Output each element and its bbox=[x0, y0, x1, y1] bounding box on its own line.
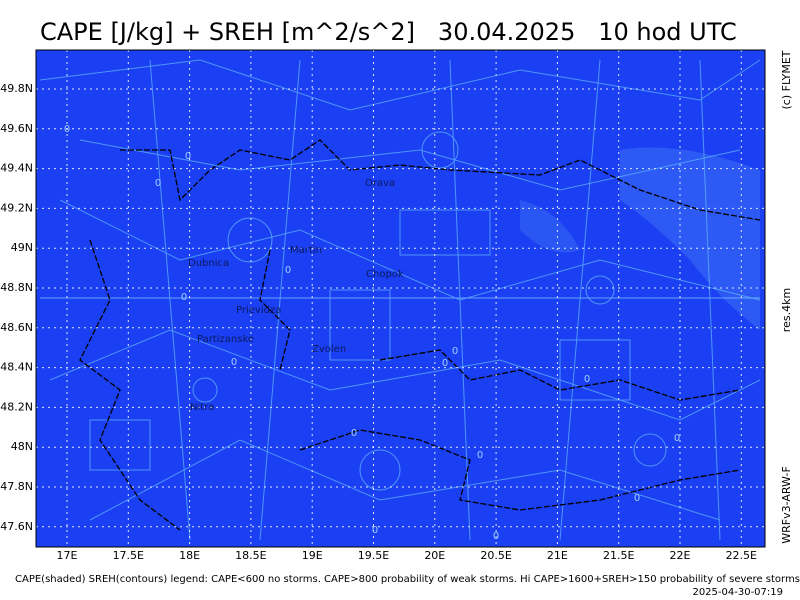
lon-label: 22.5E bbox=[726, 549, 757, 562]
contour-label: 0 bbox=[231, 357, 237, 368]
contour-label: 0 bbox=[674, 433, 680, 444]
city-label: Orava bbox=[365, 178, 395, 189]
contour-label: 0 bbox=[442, 358, 448, 369]
map: Orava Martin Dubnica Chopok Prievidza Partiza… bbox=[35, 49, 766, 548]
city-label: Nitra bbox=[190, 402, 214, 413]
lon-label: 17.5E bbox=[113, 549, 144, 562]
contour-label: 0 bbox=[285, 265, 291, 276]
contour-label: 0 bbox=[634, 493, 640, 504]
lat-label: 49N bbox=[11, 241, 33, 254]
map-labels: Orava Martin Dubnica Chopok Prievidza Partiza… bbox=[64, 124, 680, 542]
contour-label: 0 bbox=[493, 531, 499, 542]
lon-label: 22E bbox=[670, 549, 691, 562]
lon-label: 19.5E bbox=[358, 549, 389, 562]
lat-label: 48N bbox=[11, 440, 33, 453]
lat-label: 49.4N bbox=[0, 162, 33, 175]
sreh-contours bbox=[79, 139, 761, 531]
lat-label: 47.8N bbox=[0, 480, 33, 493]
lon-label: 18E bbox=[179, 549, 200, 562]
lon-label: 18.5E bbox=[235, 549, 266, 562]
city-label: Prievidza bbox=[236, 305, 281, 316]
contour-label: 0 bbox=[452, 346, 458, 357]
cape-area bbox=[620, 147, 760, 330]
contour-label: 0 bbox=[185, 151, 191, 162]
city-label: Martin bbox=[290, 245, 322, 256]
legend: CAPE(shaded) SREH(contours) legend: CAPE… bbox=[15, 574, 800, 585]
title: CAPE [J/kg] + SREH [m^2/s^2] 30.04.2025 … bbox=[40, 18, 737, 46]
lon-label: 19E bbox=[302, 549, 323, 562]
lon-label: 20E bbox=[424, 549, 445, 562]
city-label: Zvolen bbox=[312, 344, 346, 355]
lon-label: 21E bbox=[547, 549, 568, 562]
lon-label: 21.5E bbox=[603, 549, 634, 562]
lat-label: 49.6N bbox=[0, 122, 33, 135]
contour-label: 0 bbox=[155, 178, 161, 189]
timestamp: 2025-04-30-07:19 bbox=[692, 587, 783, 598]
contour-label: 0 bbox=[372, 525, 378, 536]
contour-label: 0 bbox=[584, 374, 590, 385]
roads bbox=[39, 59, 761, 541]
contour-label: 0 bbox=[351, 428, 357, 439]
lat-label: 48.2N bbox=[0, 400, 33, 413]
contour-label: 0 bbox=[181, 292, 187, 303]
contour-label: 0 bbox=[64, 124, 70, 135]
copyright: (c) FLYMET bbox=[780, 50, 793, 109]
lat-label: 48.8N bbox=[0, 281, 33, 294]
contour-label: 0 bbox=[477, 450, 483, 461]
lat-label: 49.8N bbox=[0, 82, 33, 95]
city-label: Partizanske bbox=[197, 334, 254, 345]
lat-label: 48.6N bbox=[0, 321, 33, 334]
lat-label: 47.6N bbox=[0, 520, 33, 533]
lat-label: 48.4N bbox=[0, 361, 33, 374]
model: WRFv3-ARW-F bbox=[780, 466, 793, 544]
lon-label: 20.5E bbox=[480, 549, 511, 562]
resolution: res.4km bbox=[780, 288, 793, 332]
lon-label: 17E bbox=[57, 549, 78, 562]
grid bbox=[36, 50, 765, 547]
city-label: Chopok bbox=[366, 269, 404, 280]
lat-label: 49.2N bbox=[0, 201, 33, 214]
cape-area bbox=[520, 200, 580, 253]
city-label: Dubnica bbox=[188, 258, 229, 269]
map-frame bbox=[35, 49, 766, 548]
